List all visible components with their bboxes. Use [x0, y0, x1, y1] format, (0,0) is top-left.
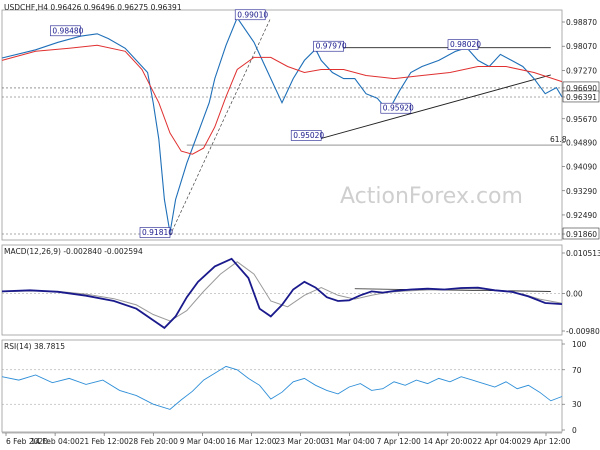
callout-box-1 [234, 9, 266, 21]
price-tick-label-10: 0.91860 [566, 230, 597, 239]
x-tick-label-7: 31 Mar 04:00 [325, 437, 375, 446]
rsi-title: RSI(14) 38.7815 [4, 342, 65, 351]
rsi-tick-label-2: 30 [572, 400, 582, 409]
callout-box-6 [139, 227, 171, 238]
callout-label-4: 0.95920 [383, 104, 414, 113]
price-tick-label-7: 0.94090 [566, 163, 597, 172]
x-tick-label-4: 9 Mar 04:00 [180, 437, 226, 446]
projection-line [169, 17, 272, 236]
x-tick-label-10: 22 Apr 04:00 [472, 437, 521, 446]
x-tick-label-9: 14 Apr 20:00 [423, 437, 472, 446]
price-tag-box-4 [562, 90, 600, 103]
callout-label-1: 0.99010 [237, 10, 268, 19]
price-tick-label-5: 0.95670 [566, 115, 597, 124]
callout-label-6: 0.91810 [142, 228, 173, 237]
callout-box-5 [290, 130, 322, 141]
fib-618-label: 61.8 [550, 135, 567, 144]
panel-frame-3 [1, 339, 563, 433]
callout-label-2: 0.97970 [316, 42, 347, 51]
callout-label-5: 0.95020 [293, 131, 324, 140]
panel-frame-1 [1, 9, 563, 241]
rsi-tick-label-0: 100 [572, 340, 587, 349]
price-tick-label-6: 0.94890 [566, 138, 597, 147]
macd-series [1, 257, 563, 330]
x-tick-label-6: 23 Mar 20:00 [276, 437, 326, 446]
macd-divergence-line [354, 288, 551, 292]
macd-signal-series [1, 261, 563, 322]
x-tick-label-0: 6 Feb 2020 [6, 437, 48, 446]
rsi-series [1, 365, 563, 410]
callout-label-3: 0.98020 [450, 40, 481, 49]
x-tick-label-1: 14 Feb 04:00 [30, 437, 79, 446]
panel-frame-2 [1, 244, 563, 336]
price-tick-label-2: 0.97270 [566, 66, 597, 75]
price-tick-label-4: 0.96391 [566, 93, 597, 102]
x-tick-label-2: 21 Feb 12:00 [80, 437, 129, 446]
x-tick-label-11: 29 Apr 12:00 [522, 437, 571, 446]
price-tick-label-0: 0.98870 [566, 18, 597, 27]
lower-trendline [321, 74, 551, 139]
macd-tick-label-1: 0.00 [566, 289, 583, 298]
price-tick-label-1: 0.98070 [566, 42, 597, 51]
macd-tick-label-0: 0.010513 [566, 249, 600, 258]
watermark: ActionForex.com [340, 184, 523, 209]
moving-average-series [1, 44, 563, 155]
callout-box-2 [313, 40, 344, 52]
callout-box-3 [447, 39, 479, 51]
price-tick-label-9: 0.92490 [566, 211, 597, 220]
rsi-tick-label-1: 70 [572, 366, 582, 375]
macd-tick-label-2: -0.009804 [566, 327, 600, 336]
callout-box-4 [380, 102, 412, 114]
callout-box-0 [50, 25, 81, 37]
rsi-tick-label-3: 0 [572, 426, 577, 435]
x-tick-label-8: 7 Apr 12:00 [377, 437, 421, 446]
price-tag-box-10 [562, 227, 600, 240]
price-tick-label-3: 0.96690 [566, 84, 597, 93]
price-series [1, 16, 563, 233]
x-tick-label-3: 28 Feb 20:00 [129, 437, 178, 446]
instrument-header: USDCHF,H4 0.96426 0.96496 0.96275 0.9639… [4, 3, 182, 12]
callout-label-0: 0.98480 [52, 26, 83, 35]
price-tick-label-8: 0.93290 [566, 187, 597, 196]
x-tick-label-5: 16 Mar 12:00 [226, 437, 276, 446]
macd-title: MACD(12,26,9) -0.002840 -0.002594 [4, 247, 143, 256]
